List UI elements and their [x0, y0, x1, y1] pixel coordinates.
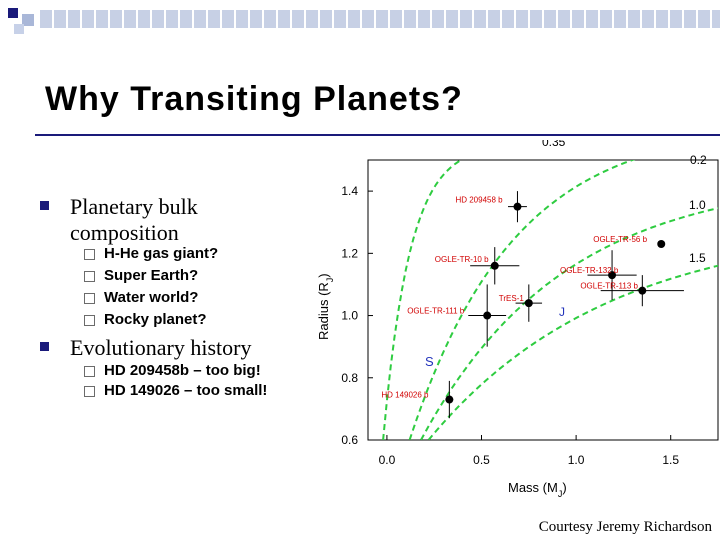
plot-frame — [367, 159, 719, 441]
y-axis-label: Radius (RJ) — [316, 273, 335, 340]
y-tick-label: 1.0 — [341, 309, 358, 323]
planet-point: OGLE-TR-56 b — [593, 235, 666, 248]
planet-point: OGLE-TR-132 b — [560, 250, 637, 300]
point-label: OGLE-TR-56 b — [593, 235, 647, 244]
checkbox-bullet-icon — [84, 249, 95, 260]
sub-bullet: HD 149026 – too small! — [84, 382, 268, 399]
decor-square-3 — [14, 24, 24, 34]
sub-bullet-text: Super Earth? — [104, 267, 199, 284]
bullet-evolutionary-history: Evolutionary history — [40, 335, 290, 361]
planet-point: OGLE-TR-111 b — [407, 284, 507, 347]
y-tick-label: 1.4 — [341, 184, 358, 198]
point-marker — [657, 240, 666, 248]
bullet-square-icon — [40, 342, 49, 351]
planet-point: OGLE-TR-10 b — [435, 247, 520, 285]
curve-label-15: 1.5 — [689, 251, 706, 265]
planet-point: HD 149026 b — [381, 380, 454, 419]
checkbox-bullet-icon — [84, 293, 95, 304]
decor-top-bar — [40, 10, 720, 28]
curve-label-02: 0.2 — [690, 153, 707, 167]
mass-radius-chart: 0.0 0.5 1.0 1.5 0.6 0.8 1.0 1.2 1.4 HD 209458 b O… — [316, 140, 719, 499]
iso-composition-curve — [408, 160, 636, 440]
point-marker — [490, 261, 499, 270]
planet-point: OGLE-TR-113 b — [580, 275, 684, 307]
planet-point: TrES-1 — [499, 284, 543, 322]
sub-bullet: Water world? — [84, 289, 199, 306]
iso-composition-curve — [427, 264, 718, 440]
bullet-text: Planetary bulk composition — [70, 194, 198, 245]
x-tick-label: 1.0 — [568, 453, 585, 467]
point-marker — [524, 299, 533, 308]
point-label: OGLE-TR-10 b — [435, 255, 489, 264]
decor-square-1 — [8, 8, 18, 18]
point-marker — [513, 202, 522, 211]
checkbox-bullet-icon — [84, 271, 95, 282]
planet-marker-jupiter: J — [559, 305, 565, 319]
curve-label-035: 0.35 — [542, 140, 566, 149]
x-tick-label: 0.0 — [379, 453, 396, 467]
y-tick-label: 0.8 — [341, 371, 358, 385]
point-label: TrES-1 — [499, 294, 525, 303]
point-marker — [483, 311, 492, 320]
point-marker — [638, 286, 647, 295]
planet-point: HD 209458 b — [455, 191, 527, 223]
bullet-bulk-composition: Planetary bulk composition — [40, 194, 270, 246]
decor-square-2 — [22, 14, 34, 26]
y-tick-label: 0.6 — [341, 433, 358, 447]
point-marker — [445, 395, 454, 404]
sub-bullet: HD 209458b – too big! — [84, 362, 261, 379]
x-axis-label: Mass (MJ) — [508, 480, 567, 499]
point-label: OGLE-TR-113 b — [580, 282, 638, 291]
bullet-square-icon — [40, 201, 49, 210]
checkbox-bullet-icon — [84, 315, 95, 326]
planet-marker-saturn: S — [425, 354, 434, 369]
point-marker — [608, 271, 617, 280]
x-tick-label: 1.5 — [662, 453, 679, 467]
curve-label-10: 1.0 — [689, 198, 706, 212]
sub-bullet-text: HD 149026 – too small! — [104, 382, 268, 399]
point-label: OGLE-TR-111 b — [407, 307, 465, 316]
sub-bullet: H-He gas giant? — [84, 245, 219, 262]
sub-bullet-text: H-He gas giant? — [104, 245, 219, 262]
sub-bullet-text: Rocky planet? — [104, 311, 207, 328]
point-label: OGLE-TR-132 b — [560, 266, 619, 275]
sub-bullet-text: Water world? — [104, 289, 199, 306]
iso-composition-curve — [382, 160, 464, 440]
x-tick-label: 0.5 — [473, 453, 490, 467]
point-label: HD 209458 b — [455, 196, 503, 205]
bullet-text: Evolutionary history — [70, 335, 252, 360]
checkbox-bullet-icon — [84, 386, 95, 397]
sub-bullet: Super Earth? — [84, 267, 199, 284]
slide-title: Why Transiting Planets? — [45, 80, 463, 118]
iso-composition-curve — [420, 207, 718, 440]
point-label: HD 149026 b — [381, 391, 429, 400]
y-tick-label: 1.2 — [341, 246, 358, 260]
checkbox-bullet-icon — [84, 366, 95, 377]
sub-bullet: Rocky planet? — [84, 311, 207, 328]
title-underline — [35, 134, 720, 136]
sub-bullet-text: HD 209458b – too big! — [104, 362, 261, 379]
credit-text: Courtesy Jeremy Richardson — [538, 519, 712, 535]
